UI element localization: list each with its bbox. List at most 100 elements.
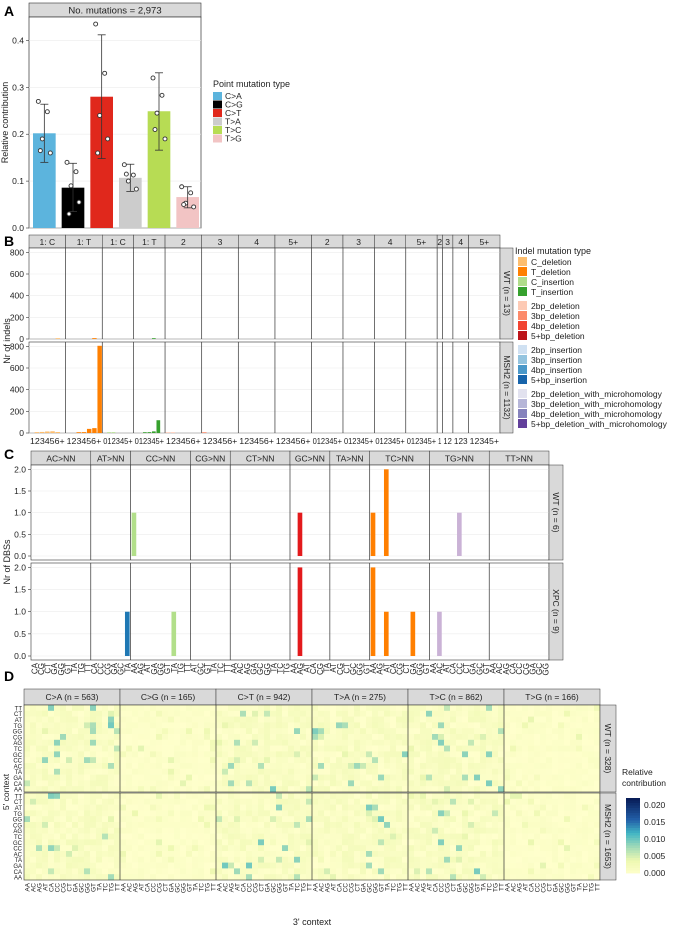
- panel-d-cell: [252, 810, 259, 817]
- panel-a-legend-title: Point mutation type: [213, 79, 290, 89]
- panel-b-legend-key: [518, 311, 527, 320]
- panel-d-cell: [450, 804, 457, 811]
- panel-d-cell: [132, 768, 139, 775]
- panel-d-cell: [192, 705, 199, 712]
- panel-d-cell: [120, 804, 127, 811]
- panel-d-cell: [366, 774, 373, 781]
- panel-d-cell: [120, 851, 127, 858]
- panel-d-cell: [144, 793, 151, 800]
- panel-d-cell: [66, 780, 73, 787]
- panel-d-cell: [144, 780, 151, 787]
- panel-d-cell: [42, 856, 49, 863]
- panel-d-cell: [498, 705, 505, 712]
- panel-d-cell: [216, 822, 223, 829]
- panel-d-cell: [348, 768, 355, 775]
- panel-a-point: [121, 162, 127, 168]
- panel-b-xlabel: 123: [454, 436, 468, 446]
- panel-d-cell: [444, 793, 451, 800]
- panel-d-cell: [468, 810, 475, 817]
- panel-b-strip-label: 1: C: [40, 237, 56, 247]
- panel-a-legend-key: [213, 109, 222, 117]
- panel-d-cell: [324, 780, 331, 787]
- panel-d-cell: [132, 728, 139, 735]
- panel-d-cell: [72, 734, 79, 741]
- panel-d-cell: [30, 804, 37, 811]
- panel-d-cell: [468, 739, 475, 746]
- panel-d-col-label: TC: [583, 883, 590, 892]
- panel-b-xlabel: 12345+: [470, 436, 499, 446]
- panel-d-cell: [510, 710, 517, 717]
- panel-d-cell: [282, 716, 289, 723]
- panel-d-cell: [48, 856, 55, 863]
- panel-c-xlabel: GA: [150, 662, 159, 674]
- panel-c-xlabel: AG: [243, 663, 252, 675]
- panel-d-cell: [354, 804, 361, 811]
- panel-d-cell: [504, 710, 511, 717]
- panel-d-cell: [24, 734, 31, 741]
- panel-d-cell: [342, 786, 349, 793]
- panel-d-cell: [258, 745, 265, 752]
- panel-d-cell: [510, 845, 517, 852]
- panel-b-facet-label: MSH2 (n = 1132): [502, 355, 512, 420]
- panel-c-xlabel: AA: [289, 662, 298, 673]
- panel-d-cell: [180, 716, 187, 723]
- panel-d-col-label: AA: [25, 882, 32, 891]
- panel-d-cell: [528, 710, 535, 717]
- panel-d-cell: [336, 734, 343, 741]
- panel-d-cell: [234, 851, 241, 858]
- panel-d-cell: [540, 739, 547, 746]
- panel-d-cell: [336, 722, 343, 729]
- panel-d-cell: [354, 827, 361, 834]
- panel-d-cell: [180, 856, 187, 863]
- panel-a-legend-key: [213, 134, 222, 143]
- panel-d-cell: [414, 827, 421, 834]
- panel-d-cell: [540, 722, 547, 729]
- panel-d-cell: [486, 810, 493, 817]
- panel-d-cell: [30, 763, 37, 770]
- panel-d-cell: [456, 798, 463, 805]
- panel-d-cell: [204, 874, 211, 881]
- panel-d-cell: [462, 810, 469, 817]
- panel-d-cell: [534, 862, 541, 869]
- panel-d-cell: [498, 768, 505, 775]
- panel-d-cell: [48, 793, 55, 800]
- panel-a-legend-key: [213, 92, 222, 100]
- panel-d-cell: [588, 868, 595, 875]
- panel-d-cell: [540, 833, 547, 840]
- panel-d-facet-label: WT (n = 328): [603, 724, 613, 774]
- panel-d-cell: [318, 874, 325, 881]
- panel-d-cell: [378, 862, 385, 869]
- panel-d-cell: [324, 862, 331, 869]
- panel-d-cell: [180, 845, 187, 852]
- panel-d-cell: [186, 705, 193, 712]
- panel-d-cell: [492, 763, 499, 770]
- panel-d-cell: [540, 839, 547, 846]
- panel-d-cell: [246, 816, 253, 823]
- panel-d-cell: [36, 786, 43, 793]
- panel-d-cell: [72, 839, 79, 846]
- panel-d-cell: [426, 804, 433, 811]
- panel-d-cell: [210, 728, 217, 735]
- panel-d-cell: [456, 722, 463, 729]
- panel-d-cell: [72, 851, 79, 858]
- panel-b-strip-label: 2: [325, 237, 330, 247]
- panel-d-cell: [330, 734, 337, 741]
- panel-d-cell: [204, 798, 211, 805]
- panel-d-cell: [162, 827, 169, 834]
- panel-d-cell: [102, 874, 109, 881]
- panel-c-xlabel: GC: [196, 663, 205, 675]
- panel-d-cell: [336, 710, 343, 717]
- panel-d-cell: [36, 763, 43, 770]
- panel-b-bar: [50, 431, 55, 433]
- panel-d-cell: [210, 793, 217, 800]
- panel-d-cell: [210, 780, 217, 787]
- panel-d-cell: [480, 798, 487, 805]
- panel-d-cell: [36, 862, 43, 869]
- panel-d-cell: [522, 856, 529, 863]
- panel-d-cell: [150, 839, 157, 846]
- panel-d-cell: [30, 845, 37, 852]
- panel-d-cell: [60, 856, 67, 863]
- panel-d-cell: [90, 768, 97, 775]
- panel-d-cell: [462, 833, 469, 840]
- panel-d-cell: [264, 757, 271, 764]
